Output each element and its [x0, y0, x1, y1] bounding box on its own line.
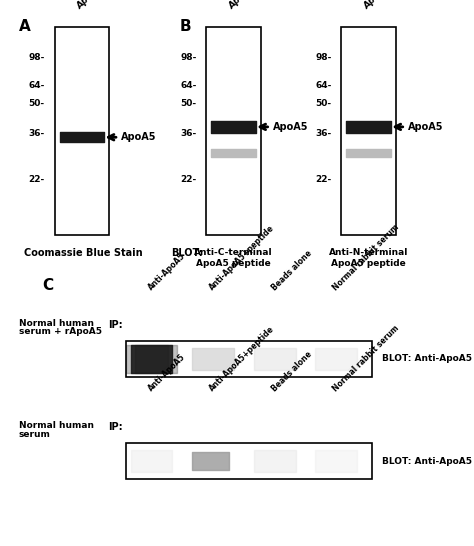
- Text: B: B: [180, 19, 192, 34]
- Text: Anti-ApoA5+peptide: Anti-ApoA5+peptide: [208, 223, 276, 292]
- Text: ApoA5: ApoA5: [273, 122, 308, 132]
- Text: 64-: 64-: [315, 81, 331, 90]
- Text: 22-: 22-: [28, 175, 45, 185]
- Text: 22-: 22-: [180, 175, 196, 185]
- Text: 22-: 22-: [315, 175, 331, 185]
- Text: ApoA5: ApoA5: [408, 122, 443, 132]
- Text: ApoA5: ApoA5: [121, 132, 156, 143]
- Text: IP:: IP:: [109, 422, 123, 432]
- Text: 64-: 64-: [28, 81, 45, 90]
- Text: Normal human: Normal human: [19, 319, 94, 328]
- Text: 50-: 50-: [28, 98, 45, 108]
- Text: 36-: 36-: [180, 129, 196, 138]
- Text: ApoA5 Std: ApoA5 Std: [362, 0, 406, 11]
- Text: 98-: 98-: [180, 53, 196, 62]
- Text: Anti-ApoA5+peptide: Anti-ApoA5+peptide: [208, 324, 276, 393]
- Text: Anti-N-terminal
ApoA5 peptide: Anti-N-terminal ApoA5 peptide: [329, 248, 409, 268]
- Text: BLOT: Anti-ApoA5: BLOT: Anti-ApoA5: [382, 354, 472, 364]
- Text: Normal human: Normal human: [19, 421, 94, 430]
- Text: Normal rabbit serum: Normal rabbit serum: [331, 323, 401, 393]
- Text: ApoA5 Std: ApoA5 Std: [75, 0, 119, 11]
- Text: Anti-ApoA5: Anti-ApoA5: [146, 252, 187, 292]
- Text: A: A: [19, 19, 31, 34]
- Text: 98-: 98-: [315, 53, 331, 62]
- Text: 36-: 36-: [315, 129, 331, 138]
- Text: Normal rabbit serum: Normal rabbit serum: [331, 222, 401, 292]
- Text: 50-: 50-: [315, 98, 331, 108]
- Text: Anti-ApoA5: Anti-ApoA5: [146, 353, 187, 393]
- Text: ApoA5 Std: ApoA5 Std: [227, 0, 271, 11]
- Text: IP:: IP:: [109, 320, 123, 330]
- Text: 64-: 64-: [180, 81, 196, 90]
- Text: 36-: 36-: [28, 129, 45, 138]
- Text: Beads alone: Beads alone: [270, 248, 313, 292]
- Text: 98-: 98-: [28, 53, 45, 62]
- Text: Beads alone: Beads alone: [270, 349, 313, 393]
- Text: 50-: 50-: [180, 98, 196, 108]
- Text: serum: serum: [19, 430, 51, 438]
- Text: Coomassie Blue Stain: Coomassie Blue Stain: [24, 248, 142, 258]
- Text: C: C: [43, 278, 54, 293]
- Text: BLOT: Anti-ApoA5: BLOT: Anti-ApoA5: [382, 456, 472, 466]
- Text: Anti-C-terminal
ApoA5 peptide: Anti-C-terminal ApoA5 peptide: [194, 248, 273, 268]
- Text: BLOT:: BLOT:: [171, 248, 202, 258]
- Text: serum + rApoA5: serum + rApoA5: [19, 328, 102, 336]
